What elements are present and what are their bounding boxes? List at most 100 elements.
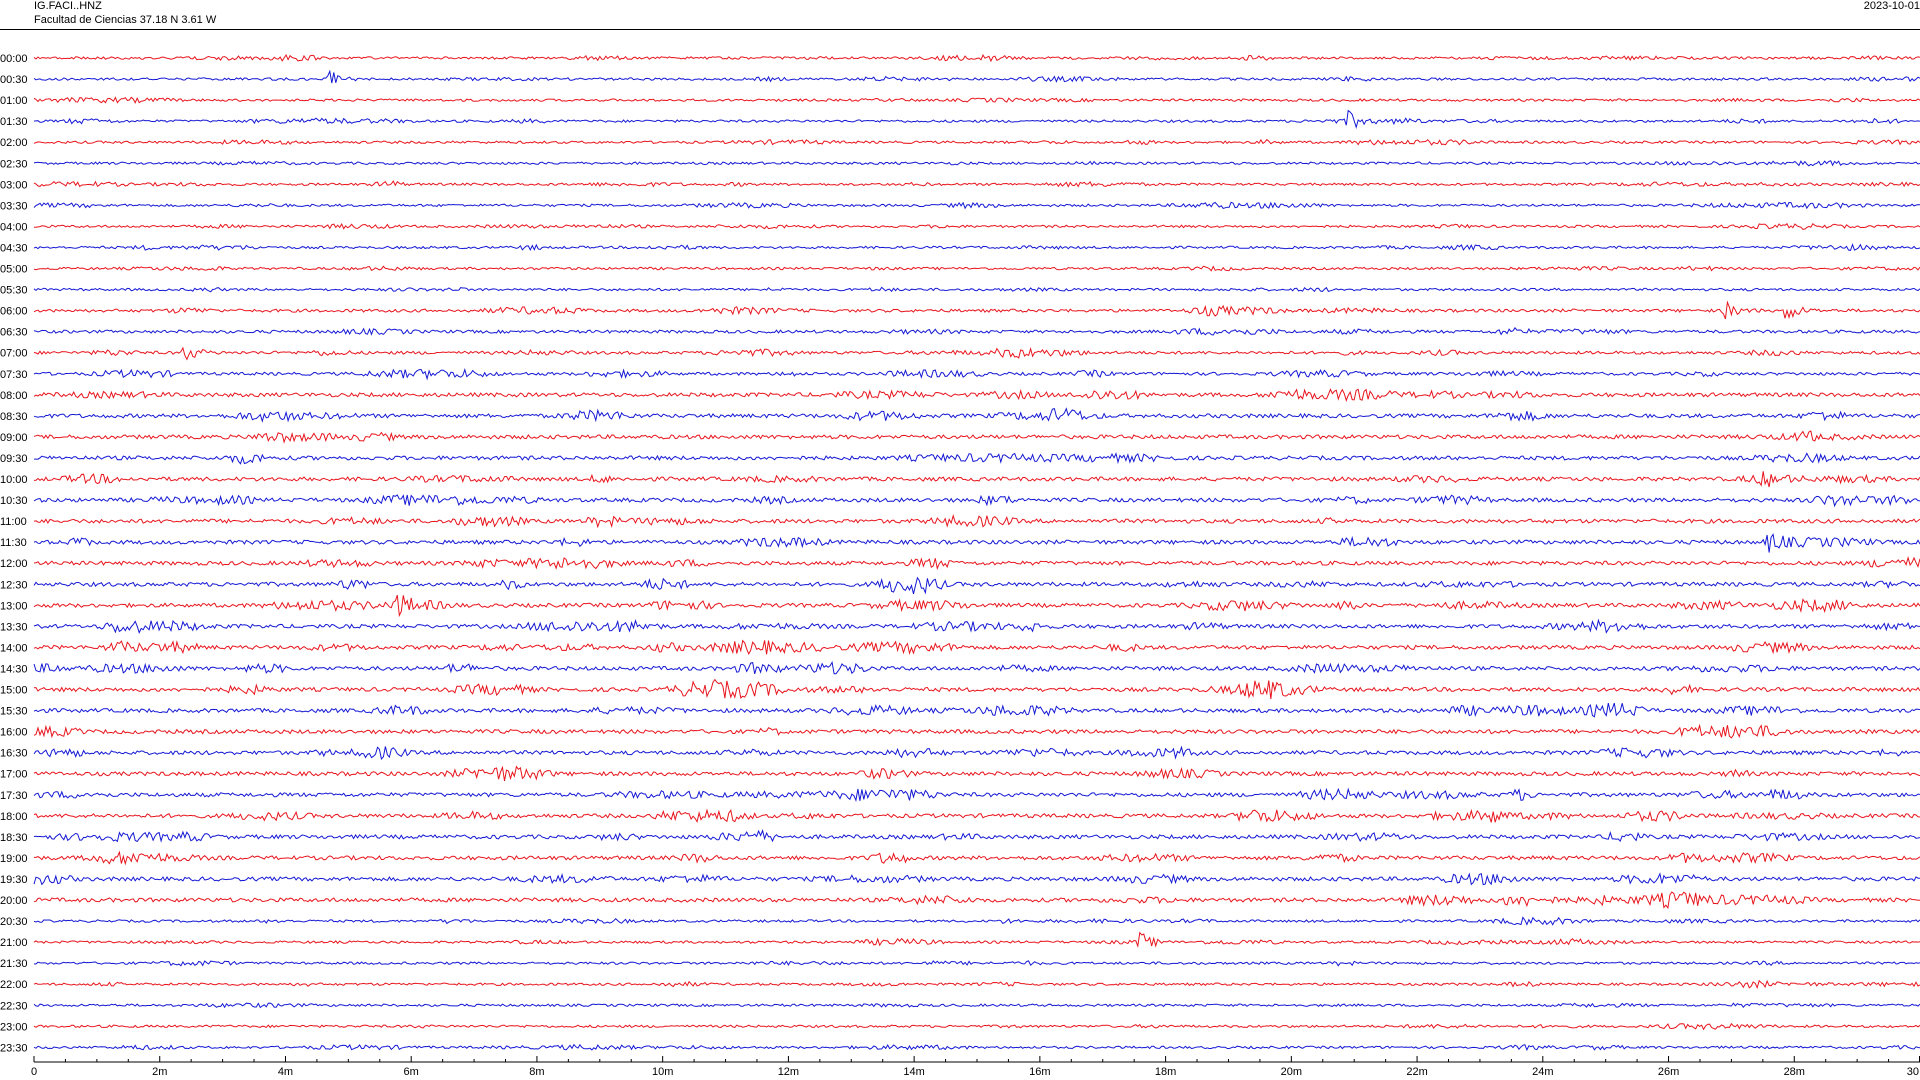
trace-row: [33, 430, 1920, 444]
trace-row: [33, 69, 1920, 84]
x-tick-label: 30: [1907, 1066, 1919, 1078]
row-time-label: 09:00: [0, 432, 28, 444]
x-tick-label: 20m: [1281, 1066, 1302, 1078]
x-tick-label: 10m: [652, 1066, 673, 1078]
row-time-label: 15:00: [0, 685, 28, 697]
x-tick-label: 16m: [1029, 1066, 1050, 1078]
row-time-label: 10:00: [0, 474, 28, 486]
row-time-label: 17:00: [0, 769, 28, 781]
row-time-label: 22:00: [0, 979, 28, 991]
row-time-label: 16:00: [0, 727, 28, 739]
row-time-label: 08:30: [0, 411, 28, 423]
trace-row: [33, 1043, 1920, 1052]
trace-row: [33, 243, 1920, 251]
row-time-label: 05:30: [0, 285, 28, 297]
trace-row: [33, 1002, 1920, 1009]
x-axis: 0 2m 4m 6m 8m 10m 12m 14m 16m 18m 20m 22m 24m 26m 28m 3…: [31, 1056, 1920, 1078]
row-time-label: 03:00: [0, 179, 28, 191]
row-time-label: 05:00: [0, 264, 28, 276]
x-tick-label: 12m: [778, 1066, 799, 1078]
row-time-label: 06:00: [0, 306, 28, 318]
trace-row: [33, 931, 1920, 948]
trace-row: [33, 222, 1920, 230]
row-time-label: 00:30: [0, 74, 28, 86]
row-time-label: 08:00: [0, 390, 28, 402]
trace-row: [33, 346, 1920, 361]
x-tick-label: 26m: [1658, 1066, 1679, 1078]
row-time-label: 20:00: [0, 895, 28, 907]
trace-row: [33, 388, 1920, 402]
trace-row: [33, 891, 1920, 910]
trace-row: [33, 595, 1920, 618]
trace-row: [33, 702, 1920, 718]
row-time-label: 11:00: [0, 516, 27, 528]
row-time-label: 07:30: [0, 369, 28, 381]
trace-row: [33, 138, 1920, 146]
row-time-label: 13:30: [0, 621, 28, 633]
x-tick-label: 4m: [278, 1066, 293, 1078]
trace-row: [33, 201, 1920, 210]
row-time-label: 21:00: [0, 937, 28, 949]
row-time-label: 23:30: [0, 1042, 28, 1054]
x-tick-label: 6m: [404, 1066, 419, 1078]
row-time-label: 10:30: [0, 495, 28, 507]
row-time-label: 12:30: [0, 579, 28, 591]
row-time-label: 15:30: [0, 706, 28, 718]
record-date: 2023-10-01: [1863, 0, 1920, 12]
row-time-label: 14:00: [0, 642, 28, 654]
trace-row: [33, 618, 1920, 634]
trace-row: [33, 979, 1920, 990]
trace-row: [33, 533, 1920, 553]
trace-row: [33, 407, 1920, 423]
row-time-label: 09:30: [0, 453, 28, 465]
trace-row: [33, 180, 1920, 188]
trace-row: [33, 576, 1920, 595]
row-time-label: 02:30: [0, 158, 28, 170]
trace-row: [33, 660, 1920, 675]
trace-row: [33, 555, 1920, 571]
trace-row: [33, 828, 1920, 843]
trace-row: [33, 265, 1920, 272]
row-time-label: 04:00: [0, 221, 28, 233]
row-time-label: 23:00: [0, 1021, 28, 1033]
row-time-label: 00:00: [0, 53, 28, 65]
trace-row: [33, 960, 1920, 967]
trace-row: [33, 514, 1920, 529]
x-tick-label: 24m: [1532, 1066, 1553, 1078]
trace-row: [33, 745, 1920, 760]
row-time-label: 16:30: [0, 748, 28, 760]
trace-row: [33, 723, 1920, 739]
x-tick-label: 2m: [152, 1066, 167, 1078]
trace-row: [33, 300, 1920, 320]
trace-row: [33, 471, 1920, 488]
trace-row: [33, 494, 1920, 508]
trace-row: [33, 808, 1920, 824]
trace-row: [33, 678, 1920, 700]
trace-row: [33, 1022, 1920, 1031]
trace-row: [33, 872, 1920, 886]
row-time-label: 06:30: [0, 327, 28, 339]
trace-row: [33, 787, 1920, 803]
trace-row: [33, 53, 1920, 63]
x-tick-label: 8m: [529, 1066, 544, 1078]
trace-row: [33, 368, 1920, 381]
row-time-label: 01:30: [0, 116, 28, 128]
trace-group: [33, 53, 1920, 1052]
row-time-label: 07:00: [0, 348, 28, 360]
x-tick-label: 18m: [1155, 1066, 1176, 1078]
x-tick-label: 14m: [903, 1066, 924, 1078]
row-time-label: 01:00: [0, 95, 28, 107]
x-tick-label: 28m: [1784, 1066, 1805, 1078]
trace-row: [34, 850, 1920, 866]
row-time-label: 14:30: [0, 663, 28, 675]
station-location: Facultad de Ciencias 37.18 N 3.61 W: [34, 14, 217, 26]
row-time-label: 11:30: [0, 537, 27, 549]
trace-row: [33, 286, 1920, 293]
trace-row: [33, 109, 1920, 129]
header-divider: [0, 29, 1920, 30]
trace-row: [33, 160, 1920, 167]
x-tick-label: 22m: [1406, 1066, 1427, 1078]
row-time-label: 21:30: [0, 958, 28, 970]
row-time-label: 19:00: [0, 853, 28, 865]
